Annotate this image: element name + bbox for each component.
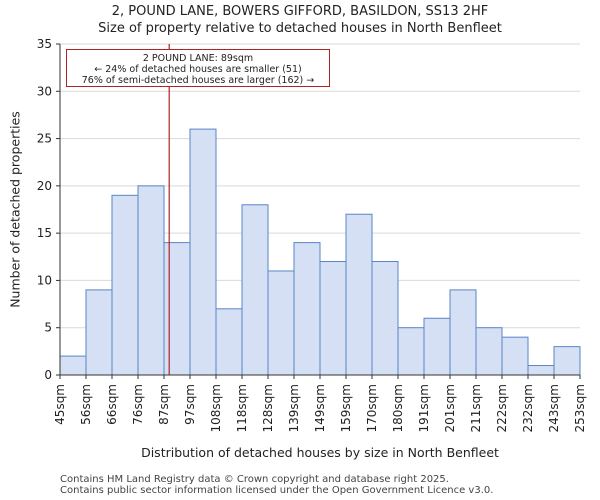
bar — [189, 128, 217, 376]
bar — [371, 261, 399, 376]
x-tick-label: 159sqm — [339, 384, 353, 432]
x-tick-label: 45sqm — [53, 384, 67, 425]
x-tick-label: 201sqm — [443, 384, 457, 432]
bar — [267, 270, 295, 376]
annotation-line-2: ← 24% of detached houses are smaller (51… — [94, 64, 302, 75]
bar — [163, 242, 191, 376]
x-tick-label: 211sqm — [469, 384, 483, 432]
annotation-line-1: 2 POUND LANE: 89sqm — [142, 53, 254, 64]
chart-title: 2, POUND LANE, BOWERS GIFFORD, BASILDON,… — [111, 4, 489, 19]
bar — [527, 365, 555, 376]
y-tick-label: 0 — [44, 368, 52, 382]
y-tick-label: 20 — [37, 179, 52, 193]
bar — [215, 308, 243, 376]
bar — [345, 213, 373, 376]
x-tick-label: 56sqm — [79, 384, 93, 425]
x-tick-label: 118sqm — [235, 384, 249, 432]
y-tick-label: 30 — [37, 84, 52, 98]
marker-annotation: 2 POUND LANE: 89sqm ← 24% of detached ho… — [66, 49, 330, 87]
bar — [111, 194, 139, 376]
ticks-layer: 0 5 10 15 20 25 30 35 45sqm 56sqm 66sqm 76sqm 87sqm 9… — [37, 37, 587, 432]
y-axis-title: Number of detached properties — [7, 111, 23, 308]
bar — [241, 204, 269, 376]
x-tick-label: 253sqm — [573, 384, 587, 432]
axes-layer — [56, 43, 581, 379]
bar — [293, 242, 321, 376]
y-tick-label: 5 — [44, 321, 52, 335]
footer-line-1: Contains HM Land Registry data © Crown c… — [60, 474, 449, 485]
bar — [137, 185, 165, 376]
x-tick-label: 97sqm — [183, 384, 197, 425]
x-tick-label: 191sqm — [417, 384, 431, 432]
x-tick-label: 232sqm — [521, 384, 535, 432]
x-tick-label: 87sqm — [157, 384, 171, 425]
y-tick-label: 15 — [37, 226, 52, 240]
footer-line-2: Contains public sector information licen… — [60, 485, 494, 496]
annotation-line-3: 76% of semi-detached houses are larger (… — [81, 75, 315, 86]
bars-layer — [59, 128, 581, 376]
x-tick-label: 180sqm — [391, 384, 405, 432]
bar — [449, 289, 477, 376]
y-tick-label: 35 — [37, 37, 52, 51]
chart-subtitle: Size of property relative to detached ho… — [98, 21, 502, 36]
y-tick-label: 25 — [37, 132, 52, 146]
bar — [397, 327, 425, 376]
x-tick-label: 66sqm — [105, 384, 119, 425]
x-tick-label: 108sqm — [209, 384, 223, 432]
x-tick-label: 170sqm — [365, 384, 379, 432]
x-tick-label: 222sqm — [495, 384, 509, 432]
x-tick-label: 128sqm — [261, 384, 275, 432]
x-axis-title: Distribution of detached houses by size … — [141, 445, 499, 460]
bar — [475, 327, 503, 376]
bar — [553, 346, 581, 376]
x-tick-label: 149sqm — [313, 384, 327, 432]
bar — [423, 317, 451, 376]
bar — [501, 336, 529, 376]
x-tick-label: 243sqm — [547, 384, 561, 432]
x-tick-label: 139sqm — [287, 384, 301, 432]
y-tick-label: 10 — [37, 273, 52, 287]
bar — [59, 355, 87, 376]
bar — [319, 261, 347, 376]
bar — [85, 289, 113, 376]
x-tick-label: 76sqm — [131, 384, 145, 425]
